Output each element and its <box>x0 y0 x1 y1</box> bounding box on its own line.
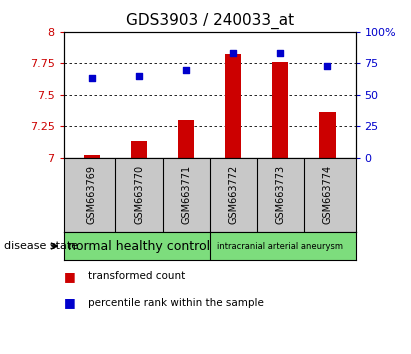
Text: intracranial arterial aneurysm: intracranial arterial aneurysm <box>217 241 343 251</box>
Text: normal healthy control: normal healthy control <box>68 240 210 252</box>
Bar <box>225 55 241 158</box>
Point <box>89 75 95 81</box>
Text: GSM663769: GSM663769 <box>87 165 97 224</box>
Text: GSM663770: GSM663770 <box>134 165 144 224</box>
Title: GDS3903 / 240033_at: GDS3903 / 240033_at <box>125 13 294 29</box>
Text: disease state: disease state <box>4 241 78 251</box>
Text: GSM663771: GSM663771 <box>181 165 191 224</box>
Text: ■: ■ <box>64 296 76 309</box>
Text: GSM663772: GSM663772 <box>228 165 238 224</box>
Point <box>183 67 189 72</box>
Point <box>230 50 236 56</box>
Text: GSM663773: GSM663773 <box>275 165 285 224</box>
Text: GSM663774: GSM663774 <box>322 165 332 224</box>
Text: percentile rank within the sample: percentile rank within the sample <box>88 298 264 308</box>
Text: ■: ■ <box>64 270 76 282</box>
Bar <box>178 120 194 158</box>
Bar <box>319 112 335 158</box>
Point <box>277 50 284 56</box>
Point <box>324 63 330 69</box>
Bar <box>272 62 289 158</box>
Bar <box>84 155 100 158</box>
Bar <box>131 141 147 158</box>
Text: transformed count: transformed count <box>88 271 186 281</box>
Point <box>136 73 142 79</box>
